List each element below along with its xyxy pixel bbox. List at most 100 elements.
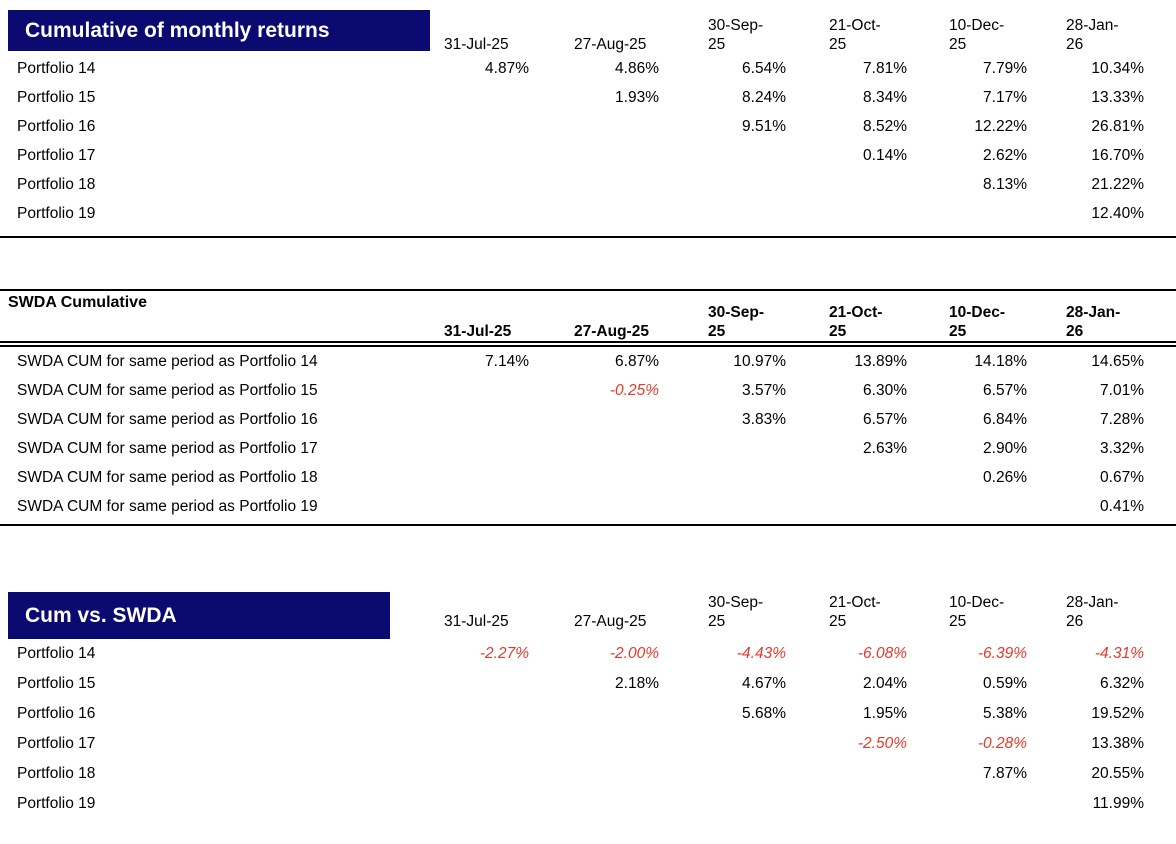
- value-cell: [430, 759, 535, 789]
- column-header: 10-Dec-25: [913, 593, 1033, 639]
- value-cell: [665, 463, 792, 492]
- value-cell: [535, 699, 665, 729]
- value-cell: 14.65%: [1091, 353, 1144, 370]
- value-cell: [913, 789, 1033, 819]
- column-header: 30-Sep-25: [665, 16, 792, 54]
- table-body: Portfolio 14 4.87% 4.86% 6.54% 7.81% 7.79% 10.…: [0, 54, 1176, 228]
- value-cell: 1.95%: [863, 705, 907, 722]
- row-label: SWDA CUM for same period as Portfolio 19: [17, 498, 318, 515]
- value-cell: 5.68%: [742, 705, 786, 722]
- value-cell: 7.14%: [485, 353, 529, 370]
- value-cell: 10.97%: [733, 353, 786, 370]
- value-cell: [430, 669, 535, 699]
- value-cell: 7.01%: [1100, 382, 1144, 399]
- title-cell: Cumulative of monthly returns: [0, 8, 430, 54]
- value-cell: [535, 463, 665, 492]
- value-cell: 6.54%: [742, 60, 786, 77]
- value-cell: [535, 789, 665, 819]
- table-body: SWDA CUM for same period as Portfolio 14…: [0, 347, 1176, 521]
- value-cell: [535, 729, 665, 759]
- value-cell: [535, 405, 665, 434]
- value-cell: 3.32%: [1100, 440, 1144, 457]
- column-header-label: 28-Jan-26: [1066, 304, 1121, 340]
- value-cell: [430, 170, 535, 199]
- header-row: Cum vs. SWDA 31-Jul-25 27-Aug-25 30-Sep-25…: [0, 581, 1176, 639]
- row-label: Portfolio 17: [17, 147, 96, 164]
- column-header-label: 27-Aug-25: [574, 613, 647, 630]
- value-cell: -2.00%: [609, 645, 659, 662]
- value-cell: [430, 434, 535, 463]
- value-cell: 4.86%: [615, 60, 659, 77]
- value-cell: 4.67%: [742, 675, 786, 692]
- value-cell: 0.41%: [1100, 498, 1144, 515]
- row-label: Portfolio 16: [17, 705, 96, 722]
- column-header: 21-Oct-25: [792, 593, 913, 639]
- row-label: Portfolio 14: [17, 645, 96, 662]
- value-cell: 2.18%: [615, 675, 659, 692]
- value-cell: [430, 729, 535, 759]
- table-row: SWDA CUM for same period as Portfolio 17…: [0, 434, 1176, 463]
- table-row: SWDA CUM for same period as Portfolio 14…: [0, 347, 1176, 376]
- column-header: 28-Jan-26: [1033, 593, 1150, 639]
- table-title-band: Cumulative of monthly returns: [8, 10, 430, 51]
- value-cell: 20.55%: [1091, 765, 1144, 782]
- value-cell: [913, 199, 1033, 228]
- column-header: 10-Dec-25: [913, 16, 1033, 54]
- column-header-label: 28-Jan-26: [1066, 17, 1119, 53]
- value-cell: [792, 199, 913, 228]
- row-label: Portfolio 15: [17, 89, 96, 106]
- value-cell: [535, 199, 665, 228]
- column-header: 27-Aug-25: [535, 35, 665, 54]
- value-cell: [535, 434, 665, 463]
- value-cell: [430, 405, 535, 434]
- table-row: SWDA CUM for same period as Portfolio 19…: [0, 492, 1176, 521]
- table-row: SWDA CUM for same period as Portfolio 15…: [0, 376, 1176, 405]
- value-cell: 8.13%: [983, 176, 1027, 193]
- value-cell: [665, 729, 792, 759]
- table-row: Portfolio 17 0.14% 2.62% 16.70%: [0, 141, 1176, 170]
- value-cell: [430, 112, 535, 141]
- value-cell: 3.83%: [742, 411, 786, 428]
- row-label: Portfolio 15: [17, 675, 96, 692]
- value-cell: 0.26%: [983, 469, 1027, 486]
- value-cell: 13.38%: [1091, 735, 1144, 752]
- value-cell: 4.87%: [485, 60, 529, 77]
- value-cell: -0.28%: [977, 735, 1027, 752]
- column-header: 28-Jan-26: [1033, 303, 1150, 341]
- value-cell: [665, 141, 792, 170]
- column-header: 28-Jan-26: [1033, 16, 1150, 54]
- value-cell: 2.62%: [983, 147, 1027, 164]
- column-header-label: 21-Oct-25: [829, 17, 881, 53]
- value-cell: 12.40%: [1091, 205, 1144, 222]
- value-cell: 0.59%: [983, 675, 1027, 692]
- column-header: 31-Jul-25: [430, 322, 535, 341]
- column-header-label: 30-Sep-25: [708, 594, 764, 630]
- value-cell: [792, 492, 913, 521]
- row-label: SWDA CUM for same period as Portfolio 16: [17, 411, 318, 428]
- value-cell: 8.24%: [742, 89, 786, 106]
- table-row: Portfolio 14 4.87% 4.86% 6.54% 7.81% 7.79% 10.…: [0, 54, 1176, 83]
- column-header-label: 10-Dec-25: [949, 594, 1005, 630]
- column-header-label: 28-Jan-26: [1066, 594, 1119, 630]
- column-header-label: 10-Dec-25: [949, 304, 1005, 340]
- header-row: SWDA Cumulative 31-Jul-25 27-Aug-25 30-Sep…: [0, 291, 1176, 341]
- value-cell: [430, 699, 535, 729]
- value-cell: 6.57%: [863, 411, 907, 428]
- value-cell: [430, 789, 535, 819]
- value-cell: [665, 434, 792, 463]
- value-cell: [792, 170, 913, 199]
- value-cell: [535, 141, 665, 170]
- row-label: SWDA CUM for same period as Portfolio 15: [17, 382, 318, 399]
- row-label: Portfolio 18: [17, 765, 96, 782]
- column-header-label: 27-Aug-25: [574, 36, 647, 53]
- column-header-label: 27-Aug-25: [574, 323, 649, 340]
- column-header: 31-Jul-25: [430, 612, 535, 639]
- title-cell: Cum vs. SWDA: [0, 581, 430, 639]
- value-cell: 2.63%: [863, 440, 907, 457]
- value-cell: [430, 492, 535, 521]
- column-header-label: 30-Sep-25: [708, 17, 764, 53]
- value-cell: -0.25%: [609, 382, 659, 399]
- value-cell: 7.17%: [983, 89, 1027, 106]
- value-cell: 6.87%: [615, 353, 659, 370]
- table-row: Portfolio 19 11.99%: [0, 789, 1176, 819]
